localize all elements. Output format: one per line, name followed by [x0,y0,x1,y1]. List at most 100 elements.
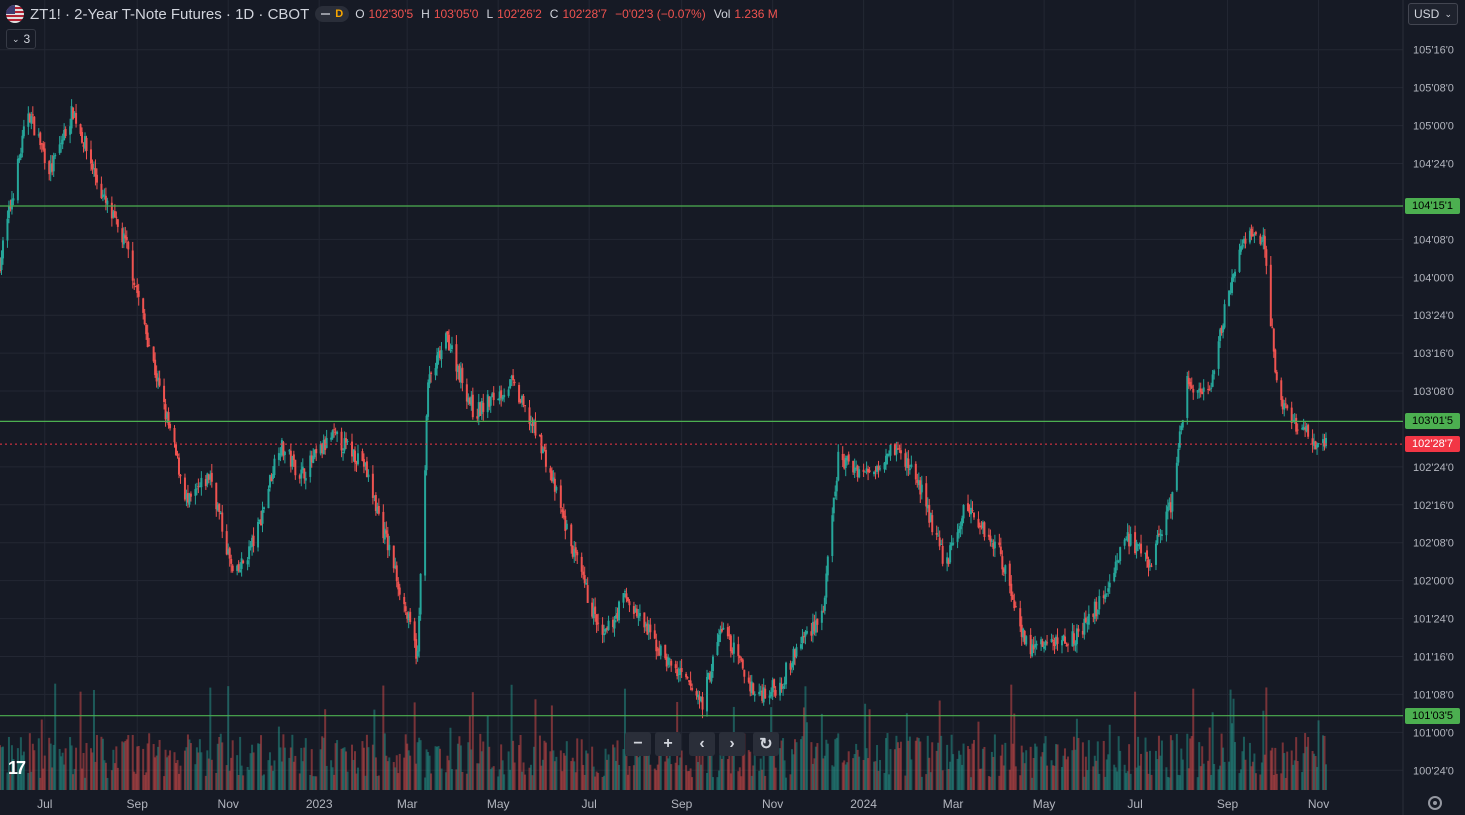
candle-body [1217,341,1220,369]
volume-bar [343,747,346,790]
volume-bar [967,746,970,790]
time-tick-label: Nov [218,797,239,811]
candle-body [1053,641,1056,647]
candle-body [367,474,370,478]
candle-body [653,630,656,639]
volume-bar [480,751,483,790]
volume-bar [177,773,180,790]
candle-body [749,681,752,692]
volume-bar [597,772,600,790]
candle-body [908,468,911,471]
volume-bar [1180,748,1183,790]
candle-body [938,537,941,547]
volume-bar [406,743,409,790]
scroll-right-button[interactable]: › [719,732,745,756]
volume-bar [204,775,207,790]
volume-bar [1231,723,1234,790]
candle-body [116,219,119,227]
candle-body [351,441,354,457]
candle-body [415,639,418,659]
volume-bar [513,762,516,790]
candle-body [428,374,431,384]
candle-body [971,510,974,512]
candle-body [1025,636,1028,645]
volume-bar [1317,720,1320,790]
candle-body [240,558,243,569]
volume-bar [752,765,755,790]
candle-body [403,596,406,605]
volume-bar [166,757,169,790]
candle-body [75,113,78,124]
reset-chart-button[interactable]: ↻ [753,732,779,756]
volume-bar [717,770,720,790]
indicators-toggle[interactable]: ⌄ 3 [6,29,37,49]
volume-bar [518,745,521,790]
volume-bar [1274,747,1277,790]
volume-bar [741,741,744,790]
candle-body [12,198,15,201]
volume-bar [762,753,765,790]
candle-body [430,372,433,374]
volume-bar [1254,773,1257,790]
candle-body [133,282,136,285]
candle-body [246,560,249,565]
volume-bar [528,767,531,790]
candle-body [1207,388,1210,390]
candle-body [476,416,479,419]
volume-bar [1181,759,1184,790]
volume-bar [324,709,327,790]
volume-bar [688,771,691,790]
volume-bar [980,768,983,790]
candle-body [477,402,480,418]
volume-bar [1105,759,1108,790]
candle-body [585,582,588,585]
candles[interactable] [0,99,1327,719]
candle-body [837,451,840,481]
currency-select[interactable]: USD ⌄ [1408,3,1458,25]
candle-body [1248,230,1251,243]
candle-body [779,682,782,696]
candle-body [612,619,615,628]
candle-body [738,656,741,658]
volume-bar [524,774,527,790]
candle-body [124,235,127,239]
volume-bar [288,757,291,790]
candle-body [524,405,527,407]
volume-bar [1102,740,1105,790]
candle-body [1244,238,1247,244]
price-tick-label: 102'08'0 [1413,538,1454,550]
volume-bar [1044,736,1047,790]
candle-body [946,557,949,564]
interval-badge[interactable]: D [315,6,350,22]
time-axis[interactable]: Jul Sep Nov 2023 Mar May Jul Sep Nov 2024 Mar May Ju… [37,797,1329,811]
volume-bar [477,763,480,790]
scroll-left-button[interactable]: ‹ [689,732,715,756]
candle-body [711,656,714,672]
candle-body [1156,534,1159,544]
candle-body [1077,628,1080,632]
volume-bar [488,746,491,790]
volume-bar [239,736,242,790]
price-axis[interactable]: 105'16'0 105'08'0 105'00'0 104'24'0 104'08'0… [1402,0,1454,815]
zoom-out-button[interactable]: − [625,732,651,756]
symbol-title[interactable]: ZT1! · 2-Year T-Note Futures · 1D · CBOT [30,5,310,23]
candle-body [330,437,333,440]
volume-bar [1189,738,1192,790]
candle-body [877,466,880,470]
volume-bar [674,762,677,790]
gear-icon[interactable] [1428,796,1442,810]
tradingview-logo[interactable]: 17 [8,758,26,778]
candle-body [802,636,805,638]
candle-body [1250,228,1253,237]
candle-body [491,393,494,398]
candle-body [789,663,792,670]
volume-bar [1074,749,1077,790]
candle-body [1178,431,1181,448]
last-price-tag: 102'28'7 [1405,436,1460,453]
volume-bar [185,747,188,790]
volume-bar [304,738,307,790]
zoom-in-button[interactable]: + [655,732,681,756]
horizontal-levels[interactable] [0,205,1403,717]
volume-bar [1148,750,1151,790]
